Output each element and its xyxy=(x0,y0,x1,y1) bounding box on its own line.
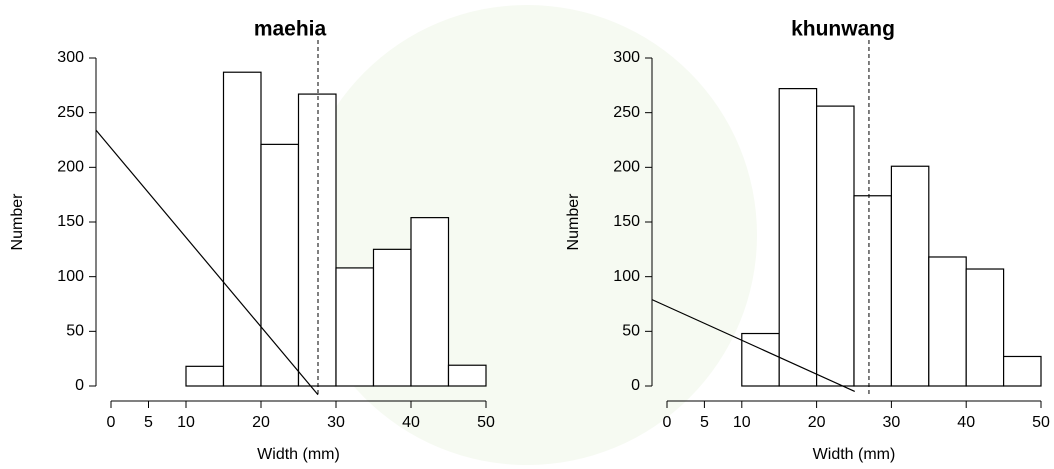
chart-title: khunwang xyxy=(791,18,895,41)
fit-line xyxy=(95,129,319,396)
bar xyxy=(335,267,375,387)
bar xyxy=(447,364,487,387)
x-tick-label: 20 xyxy=(808,414,826,431)
x-tick-label: 10 xyxy=(733,414,751,431)
x-tick-label: 10 xyxy=(177,414,195,431)
bar xyxy=(185,365,225,387)
y-tick-label: 300 xyxy=(613,49,640,66)
y-axis-title: Number xyxy=(565,193,582,251)
bar xyxy=(778,88,818,387)
x-axis-title: Width (mm) xyxy=(257,446,340,463)
fit-line xyxy=(651,299,855,393)
bar xyxy=(815,105,855,387)
x-tick-label: 40 xyxy=(402,414,420,431)
y-tick-label: 100 xyxy=(613,268,640,285)
bar xyxy=(890,165,930,387)
x-tick-label: 5 xyxy=(144,414,153,431)
bar xyxy=(741,332,780,387)
y-tick-label: 0 xyxy=(75,377,84,394)
y-tick-label: 150 xyxy=(57,213,84,230)
y-tick-label: 200 xyxy=(57,159,84,176)
y-axis-title: Number xyxy=(9,193,26,251)
bar xyxy=(1002,355,1042,387)
y-tick-label: 0 xyxy=(631,377,640,394)
x-tick-label: 40 xyxy=(957,414,975,431)
x-tick-label: 0 xyxy=(663,414,672,431)
y-tick-label: 250 xyxy=(613,104,640,121)
bar xyxy=(853,195,893,387)
bar xyxy=(928,256,967,387)
x-axis-title: Width (mm) xyxy=(813,446,896,463)
y-tick-label: 50 xyxy=(622,323,640,340)
bar xyxy=(965,268,1005,387)
bar xyxy=(372,248,412,387)
bar xyxy=(222,71,262,387)
x-tick-label: 50 xyxy=(1032,414,1050,431)
y-tick-label: 200 xyxy=(613,159,640,176)
y-tick-label: 250 xyxy=(57,104,84,121)
y-tick-label: 50 xyxy=(66,323,84,340)
bar xyxy=(297,93,337,387)
x-tick-label: 50 xyxy=(477,414,495,431)
watermark xyxy=(297,5,757,465)
x-tick-label: 5 xyxy=(700,414,709,431)
bar xyxy=(410,217,450,387)
x-tick-label: 30 xyxy=(327,414,345,431)
bar xyxy=(260,143,300,387)
y-tick-label: 100 xyxy=(57,268,84,285)
x-tick-label: 30 xyxy=(883,414,901,431)
y-tick-label: 150 xyxy=(613,213,640,230)
x-tick-label: 0 xyxy=(107,414,116,431)
y-tick-label: 300 xyxy=(57,49,84,66)
chart-title: maehia xyxy=(254,18,327,41)
x-tick-label: 20 xyxy=(252,414,270,431)
